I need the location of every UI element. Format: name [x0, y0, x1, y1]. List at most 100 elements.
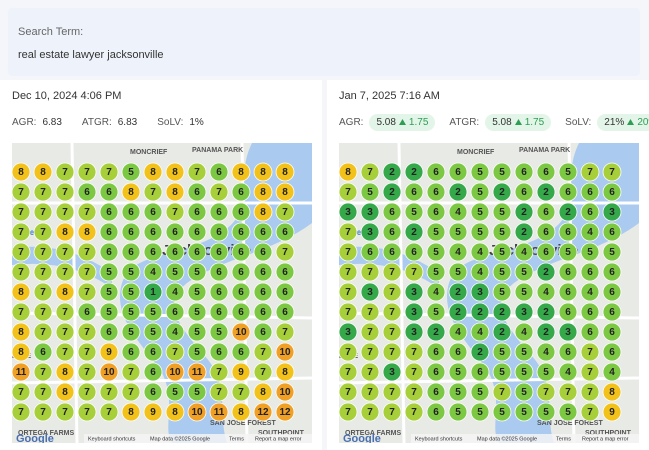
grid-pin[interactable]: 7 — [165, 202, 185, 222]
grid-pin[interactable]: 7 — [77, 402, 97, 422]
grid-pin[interactable]: 6 — [448, 162, 468, 182]
grid-pin[interactable]: 6 — [448, 342, 468, 362]
grid-pin[interactable]: 7 — [77, 342, 97, 362]
grid-pin[interactable]: 6 — [275, 222, 295, 242]
grid-pin[interactable]: 6 — [187, 222, 207, 242]
grid-pin[interactable]: 8 — [55, 382, 75, 402]
grid-pin[interactable]: 7 — [33, 362, 53, 382]
grid-pin[interactable]: 5 — [558, 242, 578, 262]
grid-pin[interactable]: 7 — [382, 382, 402, 402]
grid-pin[interactable]: 6 — [121, 242, 141, 262]
grid-pin[interactable]: 6 — [580, 322, 600, 342]
grid-pin[interactable]: 6 — [165, 302, 185, 322]
grid-pin[interactable]: 7 — [360, 402, 380, 422]
grid-pin[interactable]: 7 — [99, 162, 119, 182]
grid-pin[interactable]: 6 — [536, 202, 556, 222]
grid-pin[interactable]: 8 — [231, 162, 251, 182]
grid-pin[interactable]: 7 — [33, 382, 53, 402]
grid-pin[interactable]: 5 — [187, 382, 207, 402]
grid-pin[interactable]: 6 — [602, 182, 622, 202]
grid-pin[interactable]: 6 — [602, 262, 622, 282]
grid-pin[interactable]: 7 — [12, 382, 31, 402]
grid-pin[interactable]: 7 — [33, 302, 53, 322]
grid-pin[interactable]: 8 — [33, 162, 53, 182]
grid-pin[interactable]: 7 — [12, 182, 31, 202]
grid-pin[interactable]: 7 — [33, 402, 53, 422]
grid-pin[interactable]: 7 — [12, 202, 31, 222]
grid-pin[interactable]: 3 — [360, 282, 380, 302]
grid-pin[interactable]: 6 — [165, 222, 185, 242]
grid-pin[interactable]: 6 — [580, 182, 600, 202]
grid-pin[interactable]: 6 — [121, 202, 141, 222]
grid-pin[interactable]: 10 — [187, 402, 207, 422]
grid-pin[interactable]: 7 — [99, 402, 119, 422]
grid-pin[interactable]: 6 — [382, 202, 402, 222]
grid-pin[interactable]: 4 — [448, 242, 468, 262]
grid-pin[interactable]: 7 — [253, 362, 273, 382]
grid-pin[interactable]: 5 — [558, 162, 578, 182]
grid-pin[interactable]: 2 — [448, 302, 468, 322]
grid-pin[interactable]: 6 — [426, 162, 446, 182]
grid-pin[interactable]: 2 — [558, 202, 578, 222]
grid-pin[interactable]: 3 — [514, 302, 534, 322]
grid-pin[interactable]: 5 — [121, 322, 141, 342]
grid-pin[interactable]: 6 — [558, 182, 578, 202]
grid-pin[interactable]: 7 — [55, 402, 75, 422]
grid-pin[interactable]: 5 — [121, 282, 141, 302]
grid-pin[interactable]: 2 — [492, 182, 512, 202]
grid-pin[interactable]: 5 — [187, 262, 207, 282]
grid-pin[interactable]: 7 — [77, 382, 97, 402]
grid-pin[interactable]: 3 — [339, 202, 358, 222]
grid-pin[interactable]: 5 — [514, 282, 534, 302]
grid-pin[interactable]: 10 — [165, 362, 185, 382]
grid-pin[interactable]: 7 — [339, 302, 358, 322]
grid-pin[interactable]: 7 — [275, 242, 295, 262]
grid-pin[interactable]: 4 — [514, 242, 534, 262]
grid-pin[interactable]: 8 — [602, 382, 622, 402]
grid-pin[interactable]: 7 — [580, 342, 600, 362]
grid-pin[interactable]: 8 — [12, 322, 31, 342]
grid-pin[interactable]: 10 — [99, 362, 119, 382]
grid-pin[interactable]: 7 — [55, 342, 75, 362]
grid-pin[interactable]: 5 — [448, 402, 468, 422]
grid-pin[interactable]: 7 — [339, 262, 358, 282]
grid-pin[interactable]: 7 — [55, 322, 75, 342]
grid-pin[interactable]: 8 — [339, 162, 358, 182]
grid-pin[interactable]: 6 — [187, 182, 207, 202]
grid-pin[interactable]: 5 — [470, 382, 490, 402]
grid-pin[interactable]: 8 — [12, 282, 31, 302]
grid-pin[interactable]: 7 — [360, 342, 380, 362]
grid-pin[interactable]: 3 — [404, 302, 424, 322]
grid-pin[interactable]: 7 — [209, 182, 229, 202]
grid-pin[interactable]: 7 — [121, 382, 141, 402]
grid-pin[interactable]: 3 — [382, 362, 402, 382]
grid-pin[interactable]: 5 — [470, 182, 490, 202]
grid-pin[interactable]: 6 — [426, 342, 446, 362]
grid-pin[interactable]: 12 — [275, 402, 295, 422]
grid-pin[interactable]: 6 — [426, 182, 446, 202]
grid-pin[interactable]: 4 — [470, 322, 490, 342]
grid-pin[interactable]: 6 — [209, 242, 229, 262]
grid-pin[interactable]: 6 — [404, 242, 424, 262]
grid-pin[interactable]: 4 — [602, 362, 622, 382]
grid-pin[interactable]: 12 — [253, 402, 273, 422]
grid-pin[interactable]: 2 — [404, 222, 424, 242]
grid-pin[interactable]: 5 — [121, 262, 141, 282]
grid-pin[interactable]: 4 — [165, 322, 185, 342]
grid-pin[interactable]: 6 — [231, 262, 251, 282]
grid-pin[interactable]: 3 — [360, 222, 380, 242]
grid-pin[interactable]: 7 — [77, 242, 97, 262]
grid-pin[interactable]: 7 — [580, 382, 600, 402]
grid-pin[interactable]: 7 — [121, 362, 141, 382]
grid-pin[interactable]: 6 — [209, 262, 229, 282]
grid-pin[interactable]: 9 — [99, 342, 119, 362]
grid-pin[interactable]: 6 — [231, 342, 251, 362]
grid-pin[interactable]: 8 — [77, 222, 97, 242]
grid-pin[interactable]: 7 — [339, 282, 358, 302]
grid-pin[interactable]: 5 — [143, 322, 163, 342]
grid-pin[interactable]: 7 — [382, 302, 402, 322]
grid-pin[interactable]: 6 — [121, 222, 141, 242]
grid-pin[interactable]: 7 — [339, 242, 358, 262]
grid-pin[interactable]: 4 — [580, 222, 600, 242]
grid-pin[interactable]: 5 — [209, 322, 229, 342]
